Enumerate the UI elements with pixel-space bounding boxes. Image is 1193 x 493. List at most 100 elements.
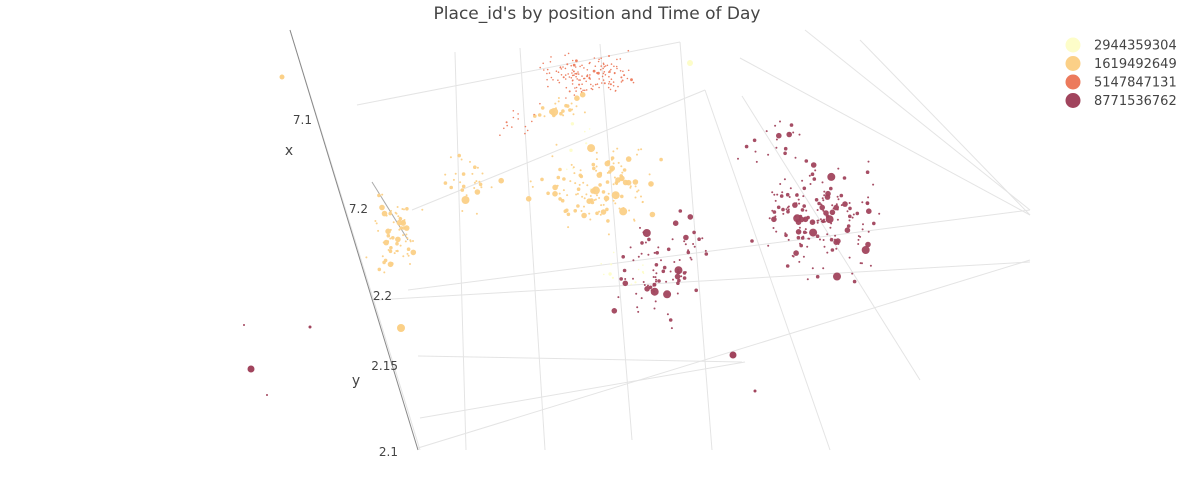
data-point <box>603 82 606 85</box>
data-point <box>632 179 639 185</box>
data-point <box>559 66 562 68</box>
data-point <box>551 111 554 114</box>
data-point <box>554 102 557 105</box>
data-point <box>772 227 775 229</box>
data-point <box>397 324 405 332</box>
data-point <box>403 225 410 231</box>
data-point <box>771 191 774 194</box>
data-point <box>632 277 634 280</box>
data-point <box>375 222 378 225</box>
data-point <box>802 195 805 198</box>
data-point <box>585 89 588 91</box>
data-point <box>600 65 602 67</box>
data-point <box>686 250 691 255</box>
data-point <box>683 240 686 243</box>
data-point <box>786 209 790 214</box>
data-point <box>557 97 560 99</box>
data-point <box>478 182 483 187</box>
data-point <box>682 276 687 280</box>
data-point <box>574 95 580 101</box>
data-point <box>878 212 881 215</box>
data-point <box>665 280 668 283</box>
data-point <box>659 157 663 162</box>
data-point <box>556 175 561 180</box>
data-point <box>397 215 400 218</box>
data-point <box>829 226 832 229</box>
data-point <box>591 186 600 195</box>
data-point <box>857 243 860 245</box>
data-point <box>771 209 774 212</box>
data-point <box>644 286 650 292</box>
legend-item[interactable]: 8771536762 <box>1065 93 1177 109</box>
data-point <box>774 199 777 202</box>
data-point <box>572 63 576 67</box>
legend-item[interactable]: 5147847131 <box>1065 74 1177 91</box>
data-point <box>802 186 807 191</box>
data-point <box>640 148 643 151</box>
y-tick-label: 2.2 <box>373 289 392 303</box>
data-point <box>867 196 870 199</box>
legend-marker <box>1065 93 1081 108</box>
data-point <box>598 86 600 89</box>
grid-line <box>417 259 1031 449</box>
legend-item[interactable]: 2944359304 <box>1065 37 1177 54</box>
data-point <box>517 113 519 115</box>
data-point <box>374 220 377 222</box>
data-point <box>570 77 573 79</box>
data-point <box>776 193 779 196</box>
data-point <box>846 224 851 228</box>
data-point <box>671 238 674 241</box>
data-point <box>829 237 834 242</box>
data-point <box>610 68 612 71</box>
grid-line <box>454 51 467 451</box>
data-point <box>572 167 574 170</box>
data-point <box>701 237 704 240</box>
legend[interactable]: 2944359304 1619492649 5147847131 8771536762 <box>1065 37 1177 110</box>
data-point <box>567 52 570 55</box>
data-point <box>775 230 778 233</box>
data-point <box>609 165 615 172</box>
data-point <box>637 268 640 271</box>
data-point <box>615 183 618 186</box>
legend-item[interactable]: 1619492649 <box>1065 56 1177 72</box>
data-point <box>622 280 629 287</box>
y-tick-label: 2.15 <box>371 359 398 373</box>
data-point <box>846 210 849 213</box>
data-point <box>676 292 679 295</box>
data-point <box>365 256 368 259</box>
data-point <box>582 181 585 184</box>
data-point <box>582 89 584 92</box>
data-point <box>590 83 592 86</box>
data-point <box>403 219 406 221</box>
data-point <box>556 184 559 187</box>
data-point <box>583 205 585 208</box>
data-point <box>614 202 617 205</box>
data-point <box>505 121 508 124</box>
data-point <box>689 256 692 259</box>
data-point <box>798 260 801 263</box>
data-point <box>827 172 836 181</box>
data-point <box>512 110 515 112</box>
data-point <box>600 57 602 59</box>
data-point <box>562 189 565 192</box>
data-point <box>591 162 596 167</box>
data-point <box>524 125 527 128</box>
data-point <box>601 190 606 194</box>
data-point <box>560 198 565 203</box>
data-point <box>641 200 644 203</box>
data-point <box>684 271 687 274</box>
data-point <box>540 177 544 182</box>
data-point <box>804 228 807 231</box>
data-point <box>565 86 568 89</box>
data-point <box>848 214 852 219</box>
data-point <box>809 228 818 237</box>
data-point <box>247 365 255 373</box>
data-point <box>642 281 645 283</box>
data-point <box>640 195 642 198</box>
data-point <box>588 128 591 130</box>
data-point <box>552 79 554 81</box>
data-point <box>609 88 612 91</box>
data-point <box>571 59 574 62</box>
data-point <box>826 233 829 236</box>
data-point <box>594 198 597 201</box>
